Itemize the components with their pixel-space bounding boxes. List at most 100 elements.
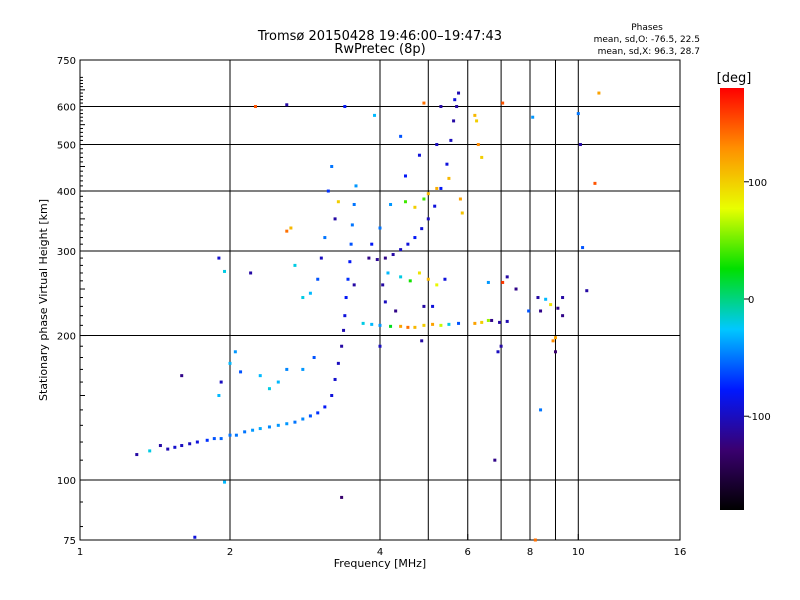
data-point-0-102 [490,318,494,322]
x-tick-label-3: 6 [465,547,471,558]
data-point-0-92 [399,324,403,328]
phases-stats-x: mean, sd,X: 96.3, 28.7 [598,47,700,57]
data-point-0-109 [408,279,412,283]
data-point-0-49 [285,367,289,371]
data-point-0-3 [166,447,170,451]
data-point-0-105 [381,283,385,287]
data-point-0-153 [553,336,557,340]
data-point-0-58 [301,296,305,300]
data-point-0-157 [561,296,565,300]
data-point-0-89 [370,322,374,326]
data-point-0-0 [135,453,139,457]
data-point-0-20 [301,417,305,421]
colorbar [720,88,744,510]
data-point-0-81 [439,186,443,190]
data-point-0-1 [148,449,152,453]
data-point-0-34 [350,223,354,227]
data-point-0-8 [205,438,209,442]
data-point-0-161 [581,246,585,250]
data-point-0-60 [316,277,320,281]
data-point-0-71 [367,256,371,260]
data-point-0-131 [422,101,426,105]
x-axis-label: Frequency [MHz] [334,557,426,570]
data-point-0-42 [219,380,223,384]
data-point-0-132 [373,113,377,117]
data-point-0-133 [399,134,403,138]
data-point-0-142 [501,280,505,284]
data-point-0-158 [539,408,543,412]
data-point-0-93 [406,325,410,329]
data-point-0-62 [326,189,330,193]
data-point-0-164 [597,91,601,95]
data-point-0-114 [422,304,426,308]
y-tick-label-1: 100 [57,476,76,487]
y-tick-label-3: 300 [57,247,76,258]
data-point-0-32 [348,260,352,264]
data-point-0-70 [340,495,344,499]
data-point-0-99 [457,321,461,325]
data-point-0-160 [578,143,582,147]
data-point-0-10 [219,437,223,441]
data-point-0-107 [386,271,390,275]
colorbar-tick-label-0: 100 [748,178,767,189]
data-point-0-136 [475,119,479,123]
data-point-0-155 [553,350,557,354]
x-tick-label-0: 1 [77,547,83,558]
data-point-0-94 [413,325,417,329]
data-point-0-17 [276,423,280,427]
data-point-0-147 [531,115,535,119]
data-point-0-78 [420,227,424,231]
data-point-0-95 [422,323,426,327]
data-point-0-68 [193,535,197,539]
data-point-0-23 [323,405,327,409]
data-point-0-108 [399,275,403,279]
phases-stats-title: Phases [631,23,663,33]
data-point-0-13 [243,430,247,434]
data-point-0-43 [228,361,232,365]
data-point-0-82 [445,162,449,166]
data-point-0-110 [417,271,421,275]
data-point-0-29 [343,314,347,318]
data-point-0-56 [289,226,293,230]
data-point-0-22 [316,411,320,415]
data-point-0-159 [576,112,580,116]
data-point-0-4 [173,445,177,449]
data-point-0-156 [561,314,565,318]
data-point-0-73 [383,256,387,260]
data-point-0-50 [301,367,305,371]
chart-title-line1: Tromsø 20150428 19:46:00–19:47:43 [257,29,502,44]
data-point-0-59 [308,291,312,295]
data-point-0-75 [399,248,403,252]
data-point-0-28 [342,328,346,332]
data-point-0-149 [539,309,543,313]
data-point-0-36 [354,184,358,188]
y-axis-label: Stationary phase Virtual Height [km] [37,199,50,401]
data-point-0-148 [536,296,540,300]
data-point-0-30 [344,296,348,300]
colorbar-tick-label-1: 0 [748,295,754,306]
data-point-0-64 [319,256,323,260]
data-point-0-48 [276,380,280,384]
data-point-0-41 [217,394,221,398]
data-point-0-84 [452,119,456,123]
data-point-0-165 [533,538,537,542]
data-point-0-168 [420,339,424,343]
data-point-0-65 [253,105,257,109]
data-point-0-103 [498,320,502,324]
data-point-0-63 [330,164,334,168]
data-point-0-143 [505,275,509,279]
data-point-0-44 [233,350,237,354]
data-point-0-19 [293,420,297,424]
data-point-0-6 [188,442,192,446]
data-point-0-33 [349,242,353,246]
data-point-0-123 [460,211,464,215]
data-point-0-26 [336,361,340,365]
data-point-0-76 [406,242,410,246]
data-point-0-101 [480,320,484,324]
y-tick-label-0: 75 [63,536,76,547]
x-tick-label-2: 4 [377,547,383,558]
data-point-0-14 [251,428,255,432]
data-point-0-113 [443,277,447,281]
data-point-0-154 [551,339,555,343]
